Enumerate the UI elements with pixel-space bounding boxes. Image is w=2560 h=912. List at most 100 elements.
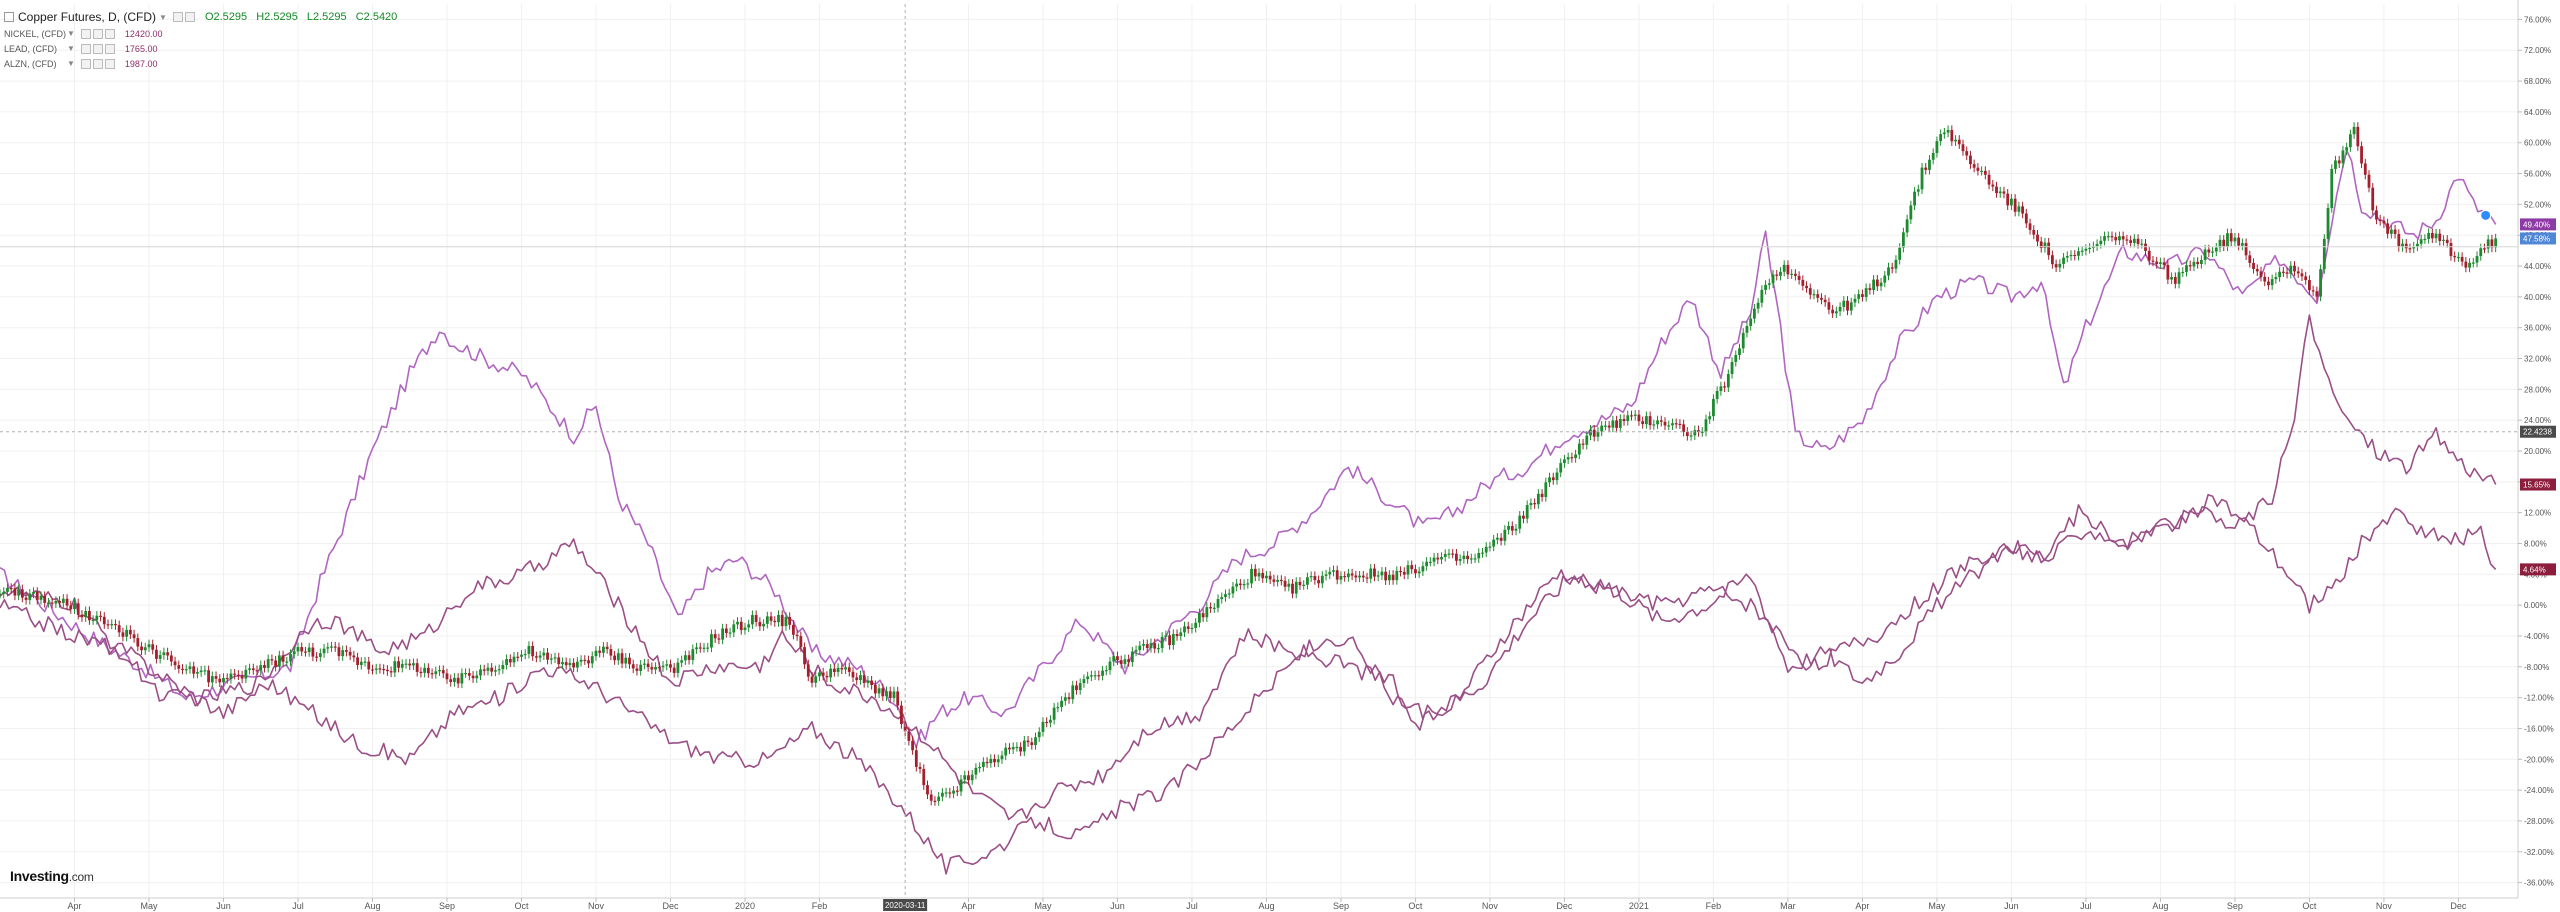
candle-body: [2207, 249, 2211, 253]
candle-body: [1950, 130, 1954, 142]
candle-body: [2065, 256, 2069, 258]
candle-body: [1004, 747, 1008, 756]
candle-body: [1697, 430, 1700, 433]
x-tick-label: Jul: [292, 901, 304, 911]
candle-body: [128, 629, 132, 635]
candle-body: [1559, 463, 1563, 473]
candle-body: [1216, 599, 1220, 608]
close-icon[interactable]: [104, 43, 115, 54]
candle-body: [1849, 302, 1853, 311]
candle-body: [1231, 586, 1235, 594]
candle-body: [639, 664, 643, 671]
alzn-label[interactable]: ALZN, (CFD): [4, 58, 57, 69]
candle-body: [2095, 244, 2099, 247]
candle-body: [1916, 189, 1920, 192]
candle-body: [840, 667, 844, 670]
candle-body: [609, 649, 613, 656]
y-tick-label: 40.00%: [2524, 293, 2551, 302]
candle-body: [1306, 577, 1309, 585]
candle-body: [2296, 271, 2300, 274]
candle-body: [1238, 583, 1242, 586]
candle-body: [1157, 648, 1160, 650]
candle-body: [710, 634, 713, 648]
candle-body: [926, 785, 929, 795]
settings-icon[interactable]: [92, 58, 103, 69]
candle-body: [1421, 566, 1425, 572]
candle-body: [95, 615, 99, 620]
candle-body: [1332, 570, 1335, 572]
candle-body: [2218, 239, 2222, 248]
candle-body: [2281, 271, 2285, 273]
candle-body: [2062, 257, 2065, 264]
settings-icon[interactable]: [92, 28, 103, 39]
candle-body: [229, 673, 233, 680]
candle-body: [296, 647, 300, 652]
chevron-down-icon[interactable]: ▼: [67, 59, 75, 68]
candle-body: [1726, 374, 1730, 388]
candle-body: [1555, 472, 1559, 481]
candle-body: [2118, 236, 2121, 241]
eye-icon[interactable]: [80, 58, 91, 69]
candle-body: [1514, 528, 1518, 531]
candle-body: [1808, 288, 1812, 295]
candle-body: [225, 677, 229, 680]
candle-body: [1719, 386, 1723, 392]
candle-body: [1689, 435, 1693, 437]
candle-body: [963, 775, 967, 780]
lead-label[interactable]: LEAD, (CFD): [4, 43, 58, 54]
x-tick-label: Apr: [1855, 901, 1869, 911]
x-tick-label: Nov: [588, 901, 605, 911]
candle-body: [434, 671, 438, 675]
candle-body: [1250, 568, 1253, 584]
candle-body: [80, 614, 84, 618]
candle-body: [572, 662, 576, 668]
chevron-down-icon[interactable]: ▼: [67, 44, 75, 53]
candle-body: [415, 663, 419, 672]
candle-body: [367, 661, 371, 670]
candle-body: [1145, 644, 1149, 649]
candle-body: [1082, 679, 1086, 684]
chevron-down-icon[interactable]: ▼: [159, 12, 167, 22]
candle-body: [2021, 206, 2024, 214]
candle-body: [140, 646, 143, 651]
collapse-toggle-icon[interactable]: [4, 12, 14, 22]
main-symbol-title[interactable]: Copper Futures, D, (CFD): [18, 10, 157, 24]
settings-icon[interactable]: [172, 12, 183, 22]
candle-body: [534, 656, 538, 658]
candle-body: [520, 654, 523, 657]
candle-body: [847, 667, 851, 672]
candle-body: [2043, 242, 2047, 249]
eye-icon[interactable]: [80, 28, 91, 39]
candle-body: [1618, 419, 1622, 428]
candle-body: [892, 691, 896, 699]
candle-body: [2125, 239, 2129, 241]
candle-body: [2069, 254, 2073, 257]
candle-body: [911, 740, 914, 751]
eye-icon[interactable]: [80, 43, 91, 54]
candle-body: [1648, 416, 1652, 426]
candle-body: [605, 646, 609, 650]
x-tick-label: Apr: [67, 901, 81, 911]
candle-body: [155, 649, 158, 659]
settings-icon[interactable]: [92, 43, 103, 54]
candle-body: [818, 672, 821, 677]
candle-body: [1607, 425, 1611, 428]
candle-body: [143, 647, 147, 651]
candle-body: [590, 656, 594, 664]
candle-body: [575, 661, 579, 668]
candle-body: [1615, 420, 1618, 428]
nickel-label[interactable]: NICKEL, (CFD): [4, 28, 67, 39]
close-icon[interactable]: [104, 28, 115, 39]
crosshair-x-label: 2020-03-11: [885, 901, 926, 910]
candle-body: [2177, 272, 2181, 284]
candle-body: [486, 667, 490, 671]
chevron-down-icon[interactable]: ▼: [67, 29, 75, 38]
close-icon[interactable]: [184, 12, 195, 22]
candle-body: [371, 669, 374, 671]
y-tick-label: -12.00%: [2524, 694, 2554, 703]
candle-body: [1045, 721, 1049, 724]
candle-body: [359, 661, 363, 666]
logo-brand: Investing: [10, 868, 69, 884]
close-icon[interactable]: [104, 58, 115, 69]
